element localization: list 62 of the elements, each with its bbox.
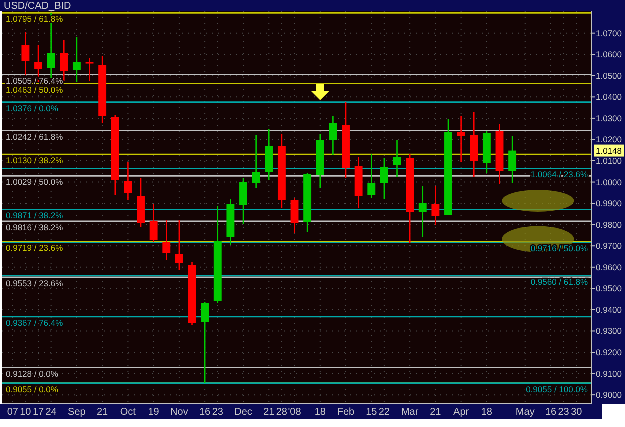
y-tick-label: 0.9100 bbox=[596, 368, 622, 379]
ref-line-label: 0.9719 / 23.6% bbox=[6, 243, 64, 254]
y-tick-label: 0.9400 bbox=[596, 304, 622, 315]
x-tick-label: Feb bbox=[337, 407, 356, 418]
y-tick-label: 1.0100 bbox=[596, 156, 622, 166]
y-tick-label: 1.0600 bbox=[596, 50, 622, 60]
x-tick-label: 19 bbox=[148, 407, 160, 418]
y-tick-label: 1.0700 bbox=[596, 28, 622, 38]
x-tick-label: 15 bbox=[366, 407, 378, 418]
y-tick-label: 0.9800 bbox=[596, 220, 622, 230]
y-tick-label: 0.9700 bbox=[596, 241, 622, 252]
ref-line-label: 0.9055 / 0.0% bbox=[6, 384, 59, 394]
x-tick-label: 30 bbox=[571, 407, 583, 418]
y-tick-label: 0.9900 bbox=[596, 198, 622, 209]
ref-line-label: 0.9553 / 23.6% bbox=[6, 278, 64, 288]
x-tick-label: Mar bbox=[401, 407, 420, 418]
chart-title: USD/CAD_BID bbox=[4, 1, 72, 12]
x-tick-label: 17 bbox=[32, 407, 45, 418]
y-tick-label: 0.9600 bbox=[596, 262, 622, 272]
ref-line-label: 0.9055 / 100.0% bbox=[526, 384, 588, 394]
x-tick-label: Apr bbox=[454, 407, 470, 418]
x-tick-label: 24 bbox=[46, 407, 58, 418]
x-tick-label: 16 bbox=[545, 407, 557, 418]
ref-line-label: 0.9560 / 61.8% bbox=[530, 276, 588, 287]
y-tick-label: 1.0500 bbox=[596, 70, 622, 81]
ref-line-label: 1.0242 / 61.8% bbox=[6, 132, 64, 142]
x-tick-label: 16 bbox=[200, 407, 212, 418]
x-tick-label: Nov bbox=[170, 407, 188, 418]
x-tick-label: 28 bbox=[276, 407, 288, 418]
x-tick-label: Sep bbox=[68, 407, 86, 418]
x-tick-label: 18 bbox=[314, 407, 326, 418]
y-tick-label: 1.0400 bbox=[596, 92, 622, 102]
x-tick-label: 10 bbox=[20, 407, 32, 418]
ref-line-label: 0.9128 / 0.0% bbox=[6, 368, 59, 379]
y-tick-label: 0.9200 bbox=[596, 347, 622, 358]
ref-line-label: 1.0130 / 38.2% bbox=[6, 156, 64, 166]
y-tick-label: 0.9500 bbox=[596, 284, 622, 294]
x-tick-label: 07 bbox=[7, 407, 19, 418]
x-tick-label: May bbox=[516, 407, 535, 418]
ref-line-label: 1.0029 / 50.0% bbox=[6, 177, 64, 188]
ref-line-label: 0.9716 / 50.0% bbox=[530, 244, 588, 254]
ref-line-label: 1.0463 / 50.0% bbox=[6, 84, 64, 95]
ref-line-label: 1.0376 / 0.0% bbox=[6, 103, 59, 114]
x-tick-label: 23 bbox=[212, 407, 224, 418]
y-tick-label: 1.0200 bbox=[596, 134, 622, 145]
x-tick-label: 18 bbox=[481, 407, 493, 418]
y-tick-label: 1.0300 bbox=[596, 113, 622, 124]
ref-line-label: 0.9816 / 38.2% bbox=[6, 222, 64, 232]
x-tick-label: 23 bbox=[558, 407, 570, 418]
x-tick-label: Dec bbox=[234, 407, 252, 418]
x-tick-label: 21 bbox=[264, 407, 276, 418]
y-tick-label: 0.9300 bbox=[596, 326, 622, 336]
annotation: 1.0148 bbox=[596, 146, 622, 156]
y-tick-label: 1.0000 bbox=[596, 177, 622, 188]
x-tick-label: 21 bbox=[97, 407, 109, 418]
x-tick-label: 21 bbox=[430, 407, 442, 418]
y-tick-label: 0.9000 bbox=[596, 390, 622, 400]
x-tick-label: 22 bbox=[378, 407, 390, 418]
x-tick-label: '08 bbox=[288, 407, 302, 418]
x-tick-label: Oct bbox=[120, 407, 136, 418]
ref-line-label: 0.9367 / 76.4% bbox=[6, 318, 64, 328]
ref-line-label: 0.9871 / 38.2% bbox=[6, 210, 64, 221]
